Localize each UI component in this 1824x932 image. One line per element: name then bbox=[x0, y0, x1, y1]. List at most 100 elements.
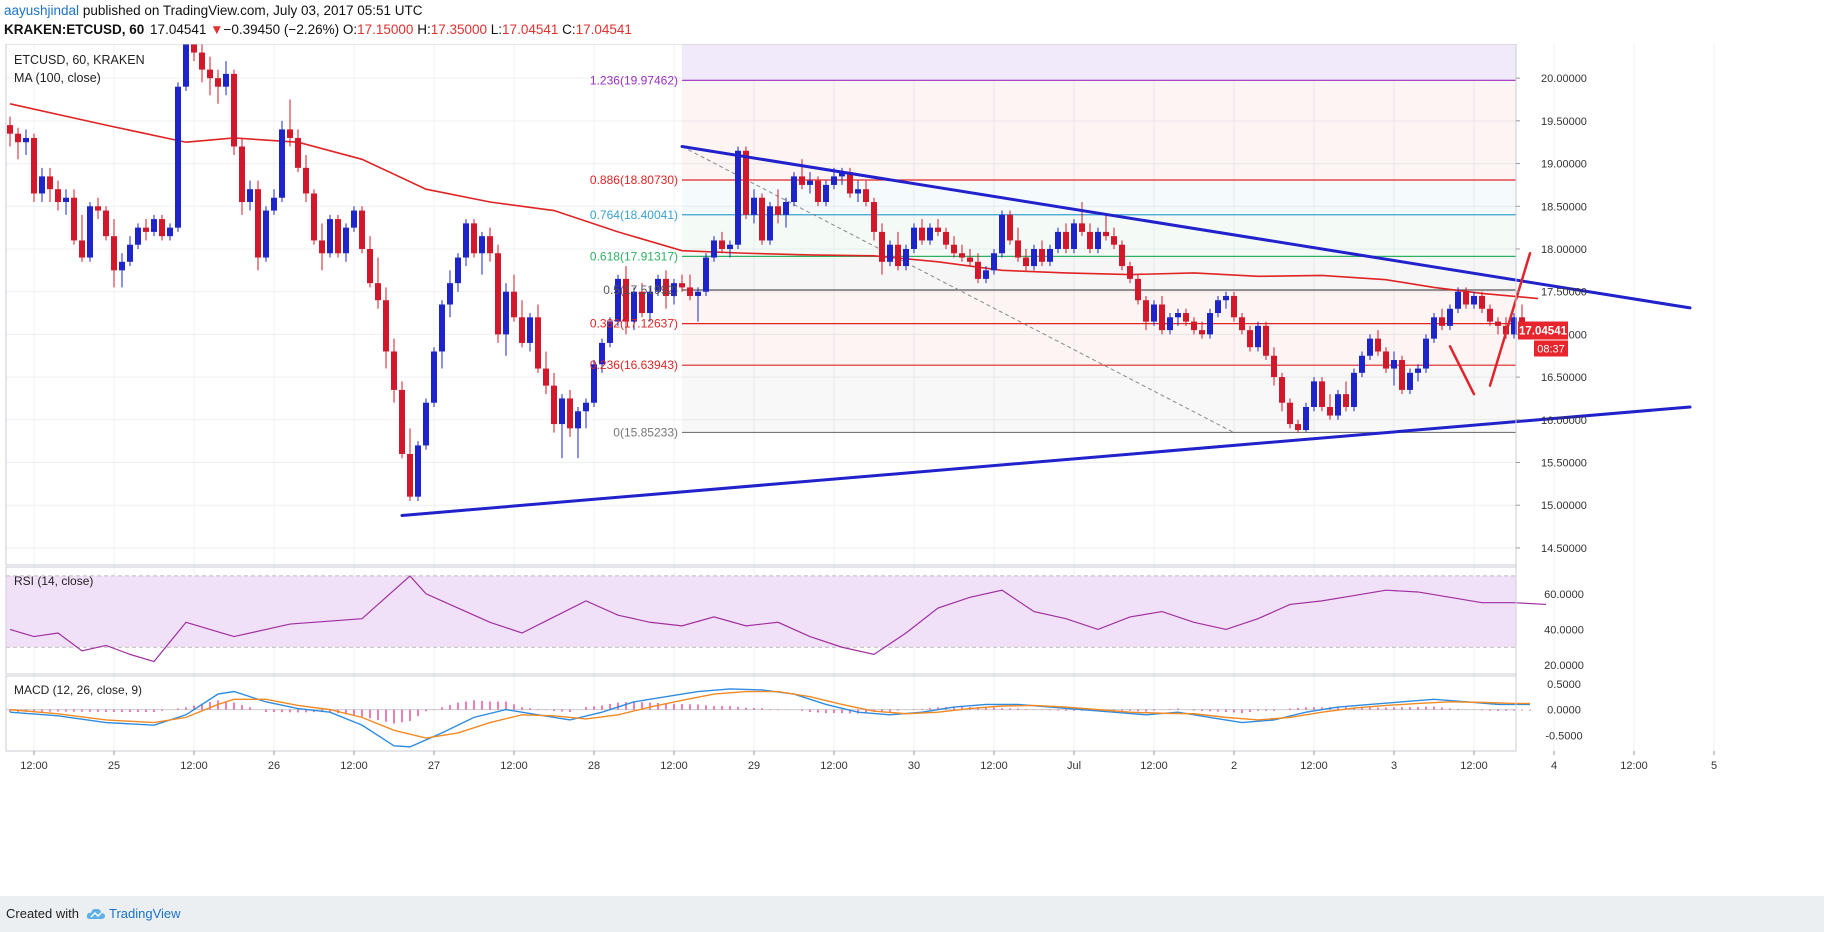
candle-up bbox=[583, 402, 589, 412]
fibonacci-labels: 1.236(19.97462) 0.886(18.80730) 0.764(18.4… bbox=[590, 73, 678, 439]
candle-down bbox=[943, 231, 949, 245]
candle-down bbox=[639, 291, 645, 314]
candle-down bbox=[487, 236, 493, 254]
fib-label: 0.382(17.12637) bbox=[590, 317, 678, 331]
candle-up bbox=[183, 44, 189, 87]
candle-down bbox=[103, 210, 109, 237]
candle-up bbox=[223, 73, 229, 87]
candle-up bbox=[607, 321, 613, 343]
candle-up bbox=[983, 270, 989, 279]
candle-down bbox=[383, 300, 389, 352]
fib-label: 0.886(18.80730) bbox=[590, 173, 678, 187]
macd-pane: MACD (12, 26, close, 9) bbox=[6, 683, 1531, 748]
candle-up bbox=[1095, 231, 1101, 249]
candle-down bbox=[1191, 321, 1197, 331]
candle-up bbox=[559, 398, 565, 425]
candle-up bbox=[423, 402, 429, 446]
pane-frames bbox=[5, 44, 1517, 752]
candle-up bbox=[1335, 394, 1341, 416]
candle-up bbox=[263, 210, 269, 258]
candle-up bbox=[823, 184, 829, 203]
candle-up bbox=[839, 172, 845, 177]
candle-down bbox=[551, 385, 557, 425]
candle-down bbox=[1087, 231, 1093, 249]
candle-up bbox=[1471, 295, 1477, 305]
symbol-label: KRAKEN:ETCUSD, 60 bbox=[4, 22, 145, 37]
candle-up bbox=[271, 197, 277, 211]
candle-down bbox=[1327, 406, 1333, 416]
last-price: 17.04541 bbox=[150, 22, 207, 37]
candle-down bbox=[1295, 424, 1301, 431]
candle-down bbox=[1159, 304, 1165, 331]
candle-up bbox=[439, 304, 445, 352]
candle-up bbox=[1215, 300, 1221, 314]
time-tick-label: 12:00 bbox=[180, 760, 208, 772]
candle-up bbox=[807, 180, 813, 185]
candle-down bbox=[775, 206, 781, 215]
candle-down bbox=[407, 453, 413, 497]
candle-down bbox=[871, 202, 877, 232]
time-tick-label: 12:00 bbox=[1460, 760, 1488, 772]
fibonacci-background bbox=[682, 44, 1516, 433]
close-value: 17.04541 bbox=[575, 22, 632, 37]
candle-up bbox=[1151, 304, 1157, 322]
time-tick-label: 2 bbox=[1231, 760, 1237, 772]
candle-down bbox=[199, 52, 205, 70]
candle-up bbox=[1031, 248, 1037, 267]
candle-up bbox=[647, 291, 653, 314]
price-tick-label: 16.00000 bbox=[1541, 415, 1587, 427]
candle-down bbox=[1063, 231, 1069, 249]
candle-up bbox=[615, 278, 621, 322]
candle-up bbox=[887, 244, 893, 262]
time-tick-label: 27 bbox=[428, 760, 440, 772]
publication-header: aayushjindal published on TradingView.co… bbox=[0, 0, 1824, 44]
candle-up bbox=[1351, 372, 1357, 407]
candle-down bbox=[79, 240, 85, 258]
candle-down bbox=[391, 351, 397, 390]
countdown-badge-label: 08:37 bbox=[1537, 344, 1565, 356]
candle-down bbox=[335, 219, 341, 254]
candle-up bbox=[903, 248, 909, 267]
author-link[interactable]: aayushjindal bbox=[4, 3, 80, 18]
price-tick-label: 20.00000 bbox=[1541, 73, 1587, 85]
price-tick-label: 19.50000 bbox=[1541, 116, 1587, 128]
candle-up bbox=[1303, 406, 1309, 431]
price-axis[interactable]: 20.00000 19.50000 19.00000 18.50000 18.00000… bbox=[1516, 73, 1587, 742]
candle-down bbox=[7, 125, 13, 134]
tradingview-link[interactable]: TradingView bbox=[109, 906, 181, 921]
candle-down bbox=[759, 197, 765, 241]
time-tick-label: 30 bbox=[908, 760, 920, 772]
candle-up bbox=[1311, 381, 1317, 407]
candle-down bbox=[191, 44, 197, 53]
candle-up bbox=[503, 291, 509, 335]
time-tick-label: 25 bbox=[108, 760, 120, 772]
candle-down bbox=[1287, 402, 1293, 425]
candle-up bbox=[1407, 372, 1413, 390]
price-tick-label: 15.50000 bbox=[1541, 458, 1587, 470]
macd-tick-label: 0.0000 bbox=[1547, 705, 1581, 717]
time-tick-label: 12:00 bbox=[1620, 760, 1648, 772]
candle-up bbox=[791, 176, 797, 203]
fib-band-top bbox=[682, 44, 1516, 81]
rsi-line bbox=[9, 575, 1547, 663]
projection-up bbox=[1488, 252, 1532, 387]
candle-down bbox=[895, 244, 901, 267]
candle-down bbox=[719, 240, 725, 249]
candle-up bbox=[855, 189, 861, 194]
candle-up bbox=[703, 257, 709, 292]
fib-label: 1.236(19.97462) bbox=[590, 73, 678, 87]
candle-up bbox=[1223, 295, 1229, 301]
candle-down bbox=[567, 398, 573, 429]
price-tick-label: 18.00000 bbox=[1541, 244, 1587, 256]
candle-down bbox=[319, 240, 325, 254]
candle-up bbox=[23, 137, 29, 143]
time-tick-label: 4 bbox=[1551, 760, 1557, 772]
candle-down bbox=[31, 137, 37, 194]
chart-canvas[interactable]: 1.236(19.97462) 0.886(18.80730) 0.764(18.4… bbox=[0, 44, 1824, 896]
candle-down bbox=[967, 257, 973, 262]
candle-down bbox=[623, 278, 629, 322]
candle-up bbox=[1207, 313, 1213, 335]
candle-down bbox=[1119, 244, 1125, 267]
candle-up bbox=[1175, 313, 1181, 318]
time-axis[interactable]: 12:00 25 12:00 26 12:00 27 12:00 28 12:00 29 12:00… bbox=[20, 751, 1717, 772]
